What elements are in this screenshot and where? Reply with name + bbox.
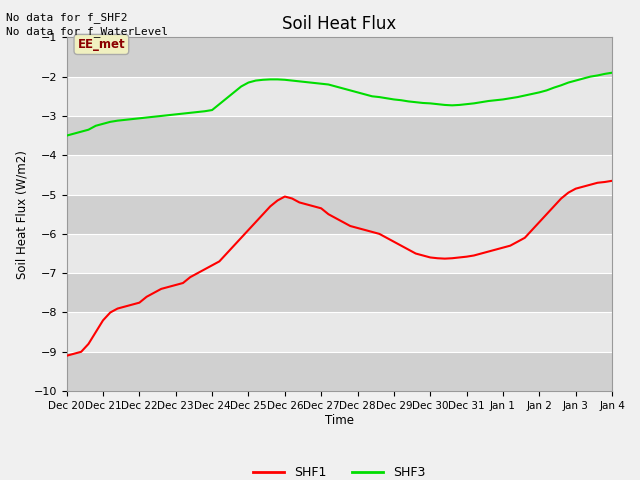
X-axis label: Time: Time [325, 414, 354, 427]
Bar [67, 116, 612, 155]
Bar [67, 194, 612, 234]
Bar [67, 352, 612, 391]
Bar [67, 234, 612, 273]
Legend: SHF1, SHF3: SHF1, SHF3 [248, 461, 431, 480]
Bar [67, 155, 612, 194]
Title: Soil Heat Flux: Soil Heat Flux [282, 15, 397, 33]
Text: No data for f_WaterLevel: No data for f_WaterLevel [6, 26, 168, 37]
Bar [67, 273, 612, 312]
Text: No data for f_SHF2: No data for f_SHF2 [6, 12, 128, 23]
Bar [67, 312, 612, 352]
Y-axis label: Soil Heat Flux (W/m2): Soil Heat Flux (W/m2) [15, 150, 28, 279]
Text: EE_met: EE_met [77, 38, 125, 51]
Bar [67, 77, 612, 116]
Bar [67, 37, 612, 77]
